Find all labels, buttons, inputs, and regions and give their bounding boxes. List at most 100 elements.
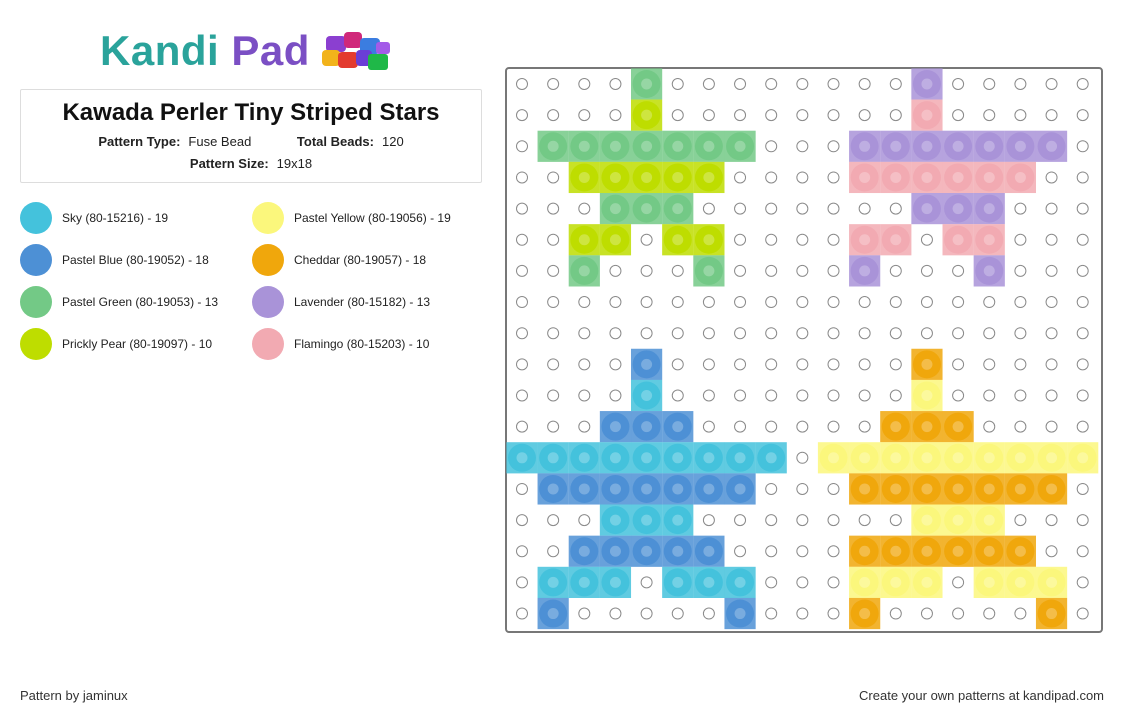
empty-peg: [702, 327, 715, 340]
empty-peg: [516, 109, 528, 122]
empty-peg: [952, 358, 965, 371]
empty-peg: [827, 482, 840, 495]
empty-peg: [671, 109, 684, 122]
bead: [942, 411, 974, 443]
bead: [973, 535, 1005, 567]
empty-peg: [702, 78, 715, 90]
bead: [942, 473, 974, 505]
empty-peg: [796, 389, 809, 402]
empty-peg: [1076, 576, 1089, 589]
empty-peg: [547, 233, 560, 246]
legend-label: Cheddar (80-19057) - 18: [294, 253, 427, 267]
bead: [973, 442, 1005, 474]
legend-item: Pastel Green (80-19053) - 13: [20, 286, 218, 318]
empty-peg: [796, 358, 809, 371]
empty-peg: [765, 514, 778, 527]
bead: [599, 411, 632, 443]
bead: [911, 566, 943, 598]
empty-peg: [920, 264, 933, 277]
bead: [1035, 442, 1068, 474]
bead: [631, 473, 663, 505]
empty-peg: [796, 109, 809, 122]
empty-peg: [734, 171, 747, 184]
bead-grid: [506, 68, 1099, 630]
empty-peg: [796, 420, 809, 433]
bead: [693, 442, 725, 474]
bead: [942, 442, 974, 474]
bead: [537, 473, 569, 505]
bead: [599, 504, 632, 536]
empty-peg: [734, 202, 747, 215]
empty-peg: [796, 233, 809, 246]
empty-peg: [765, 78, 778, 90]
empty-peg: [827, 264, 840, 277]
empty-peg: [671, 78, 684, 90]
empty-peg: [1045, 78, 1058, 90]
legend-label: Flamingo (80-15203) - 10: [294, 337, 430, 351]
bead: [849, 161, 881, 194]
color-swatch: [20, 244, 52, 276]
empty-peg: [578, 389, 591, 402]
empty-peg: [796, 451, 809, 464]
empty-peg: [1014, 264, 1027, 277]
empty-peg: [671, 389, 684, 402]
empty-peg: [702, 202, 715, 215]
empty-peg: [827, 233, 840, 246]
empty-peg: [1014, 202, 1027, 215]
kandipad-logo[interactable]: Kandi Pad: [100, 26, 394, 76]
empty-peg: [547, 358, 560, 371]
empty-peg: [827, 420, 840, 433]
empty-peg: [858, 358, 871, 371]
empty-peg: [889, 607, 902, 620]
empty-peg: [1045, 327, 1058, 340]
empty-peg: [1045, 296, 1058, 309]
bead: [537, 597, 569, 630]
empty-peg: [1076, 514, 1089, 527]
empty-peg: [889, 327, 902, 340]
empty-peg: [671, 296, 684, 309]
empty-peg: [858, 514, 871, 527]
bead: [631, 442, 663, 474]
bead: [973, 504, 1005, 536]
bead: [599, 161, 632, 194]
bead: [1004, 535, 1036, 567]
bead: [631, 161, 663, 194]
bead-pile-icon: [321, 32, 390, 70]
bead: [973, 473, 1005, 505]
empty-peg: [609, 607, 622, 620]
pattern-size-row: Pattern Size: 19x18: [21, 156, 481, 171]
legend-item: Lavender (80-15182) - 13: [252, 286, 430, 318]
empty-peg: [671, 358, 684, 371]
empty-peg: [1045, 514, 1058, 527]
empty-peg: [734, 420, 747, 433]
empty-peg: [578, 78, 591, 90]
empty-peg: [920, 233, 933, 246]
bead: [1004, 130, 1036, 162]
legend-label: Pastel Blue (80-19052) - 18: [62, 253, 209, 267]
empty-peg: [920, 327, 933, 340]
empty-peg: [734, 389, 747, 402]
empty-peg: [765, 358, 778, 371]
empty-peg: [858, 296, 871, 309]
empty-peg: [1014, 420, 1027, 433]
empty-peg: [640, 576, 653, 589]
bead: [724, 473, 756, 505]
empty-peg: [547, 296, 560, 309]
bead: [911, 535, 943, 567]
pattern-meta-row: Pattern Type: Fuse Bead Total Beads: 120: [21, 134, 481, 149]
empty-peg: [578, 420, 591, 433]
empty-peg: [516, 264, 528, 277]
empty-peg: [1076, 482, 1089, 495]
empty-peg: [827, 202, 840, 215]
empty-peg: [1076, 171, 1089, 184]
empty-peg: [1076, 389, 1089, 402]
bead: [849, 597, 881, 630]
empty-peg: [827, 576, 840, 589]
empty-peg: [640, 264, 653, 277]
empty-peg: [796, 296, 809, 309]
bead: [1035, 473, 1068, 505]
bead: [599, 535, 632, 567]
create-patterns-link[interactable]: Create your own patterns at kandipad.com: [859, 688, 1104, 703]
bead: [693, 566, 725, 598]
empty-peg: [702, 109, 715, 122]
